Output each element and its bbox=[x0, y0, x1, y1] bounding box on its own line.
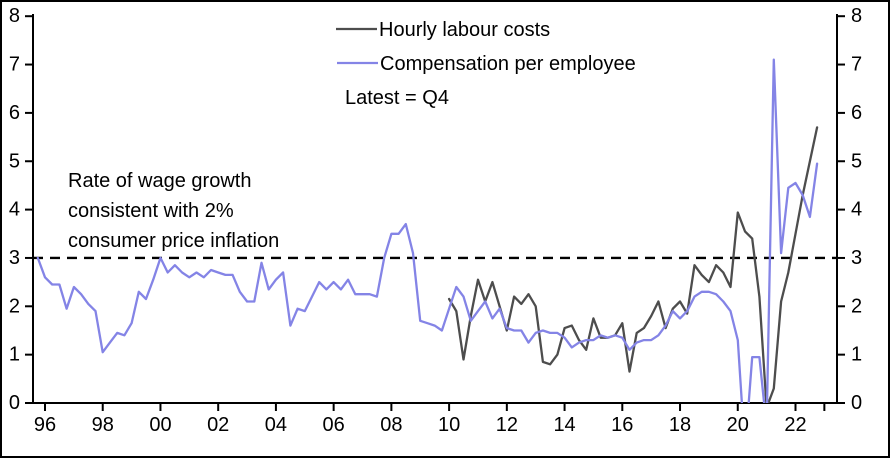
y-tick-label-left: 4 bbox=[9, 199, 20, 221]
x-tick-label: 18 bbox=[669, 414, 691, 436]
x-tick-label: 00 bbox=[149, 414, 171, 436]
x-tick-label: 16 bbox=[611, 414, 633, 436]
y-tick-label-right: 3 bbox=[851, 247, 862, 269]
annotation-wage-growth-target: Rate of wage growth consistent with 2% c… bbox=[68, 170, 279, 252]
x-tick-label: 98 bbox=[92, 414, 114, 436]
y-tick-label-left: 7 bbox=[9, 54, 20, 76]
y-tick-label-left: 5 bbox=[9, 150, 20, 172]
y-tick-label-left: 6 bbox=[9, 102, 20, 124]
x-tick-label: 08 bbox=[380, 414, 402, 436]
series-line-compensation-per-employee bbox=[36, 58, 819, 403]
legend-label-compensation-per-employee: Compensation per employee bbox=[380, 53, 636, 75]
x-tick-label: 20 bbox=[727, 414, 749, 436]
series-lines bbox=[36, 58, 819, 403]
annotation-line-1: Rate of wage growth bbox=[68, 170, 251, 192]
y-tick-label-left: 2 bbox=[9, 295, 20, 317]
x-tick-label: 02 bbox=[207, 414, 229, 436]
y-tick-label-right: 4 bbox=[851, 199, 862, 221]
axes: 0 01 12 23 34 45 56 67 78 896 98 00 02 04 06 08 10 12 14 16… bbox=[9, 5, 862, 436]
annotation-line-3: consumer price inflation bbox=[68, 230, 279, 252]
legend-label-hourly-labour-costs: Hourly labour costs bbox=[379, 19, 550, 41]
y-tick-label-left: 3 bbox=[9, 247, 20, 269]
series-line-hourly-labour-costs bbox=[447, 126, 819, 403]
y-tick-label-right: 0 bbox=[851, 392, 862, 414]
x-tick-label: 14 bbox=[553, 414, 575, 436]
y-tick-label-right: 6 bbox=[851, 102, 862, 124]
legend-note-latest-quarter: Latest = Q4 bbox=[345, 87, 449, 109]
y-tick-label-right: 1 bbox=[851, 344, 862, 366]
y-tick-label-left: 8 bbox=[9, 5, 20, 27]
y-tick-label-right: 8 bbox=[851, 5, 862, 27]
x-tick-label: 06 bbox=[323, 414, 345, 436]
legend: Hourly labour costs Compensation per emp… bbox=[336, 19, 636, 109]
annotation-line-2: consistent with 2% bbox=[68, 200, 234, 222]
y-tick-label-left: 0 bbox=[9, 392, 20, 414]
x-tick-label: 10 bbox=[438, 414, 460, 436]
x-tick-label: 12 bbox=[496, 414, 518, 436]
y-tick-label-right: 5 bbox=[851, 150, 862, 172]
x-tick-label: 22 bbox=[784, 414, 806, 436]
y-tick-label-right: 2 bbox=[851, 295, 862, 317]
x-tick-label: 04 bbox=[265, 414, 287, 436]
y-tick-label-right: 7 bbox=[851, 54, 862, 76]
x-tick-label: 96 bbox=[34, 414, 56, 436]
y-tick-label-left: 1 bbox=[9, 344, 20, 366]
